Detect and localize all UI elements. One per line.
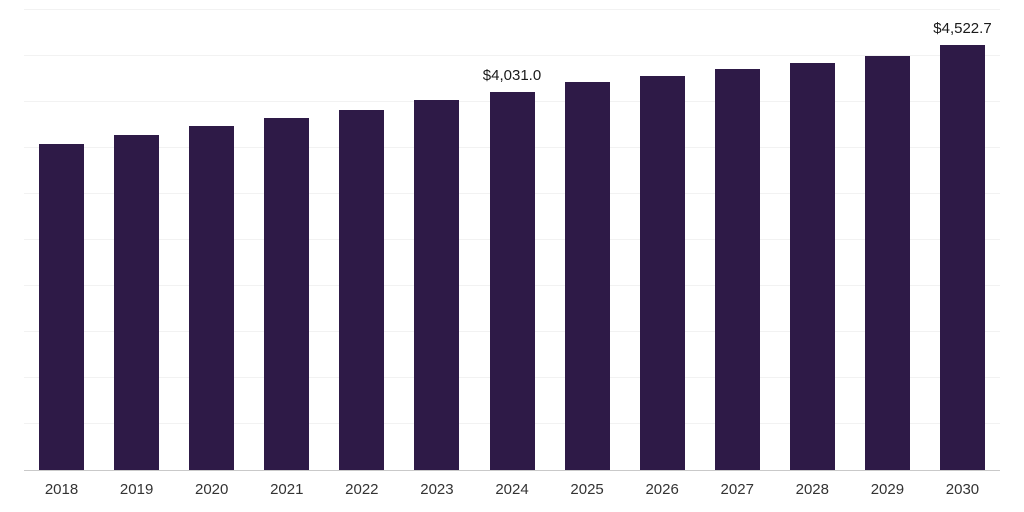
x-tick-2022: 2022 [345,481,379,498]
bar-column-2027 [700,0,775,470]
value-label-2024: $4,031.0 [482,66,542,84]
bar-column-2021 [249,0,324,470]
bar-2025 [564,82,610,470]
x-tick-2028: 2028 [795,481,829,498]
bar-2026 [639,76,685,470]
bars: $4,031.0 $4,522.7 [24,0,1000,470]
bar-2023 [414,100,460,470]
bar-column-2023 [399,0,474,470]
x-tick-2027: 2027 [720,481,754,498]
bar-column-2029 [850,0,925,470]
bar-column-2020 [174,0,249,470]
x-tick-2018: 2018 [44,481,79,498]
bar-2022 [339,110,385,470]
bar-2028 [789,63,835,470]
x-tick-2025: 2025 [570,481,604,498]
plot-area: $4,031.0 $4,522.7 [24,0,1000,471]
bar-2020 [189,126,235,470]
x-tick-2026: 2026 [645,481,679,498]
x-tick-2021: 2021 [270,481,304,498]
bar-column-2019 [99,0,174,470]
x-tick-2020: 2020 [195,481,229,498]
bar-2029 [864,56,910,470]
bar-column-2026 [625,0,700,470]
bar-2021 [264,118,310,470]
bar-column-2030: $4,522.7 [925,0,1000,470]
gridline [24,55,1000,56]
x-tick-2023: 2023 [420,481,454,498]
x-axis: 2018 2019 2020 2021 2022 2023 2024 2025 2026 2027… [24,471,1000,498]
bar-2024 [489,91,535,470]
bar-2030 [939,45,985,470]
value-label-2030: $4,522.7 [933,20,992,38]
bar-column-2025 [550,0,625,470]
x-tick-2024: 2024 [495,481,529,498]
bar-2027 [714,69,760,470]
x-tick-2030: 2030 [945,481,980,498]
bar-column-2024: $4,031.0 [474,0,549,470]
x-tick-2029: 2029 [870,481,905,498]
x-tick-2019: 2019 [119,481,154,498]
bar-column-2022 [324,0,399,470]
gridline [24,9,1000,10]
bar-2019 [114,135,160,470]
bar-column-2018 [24,0,99,470]
bar-column-2028 [775,0,850,470]
bar-2018 [39,144,85,470]
